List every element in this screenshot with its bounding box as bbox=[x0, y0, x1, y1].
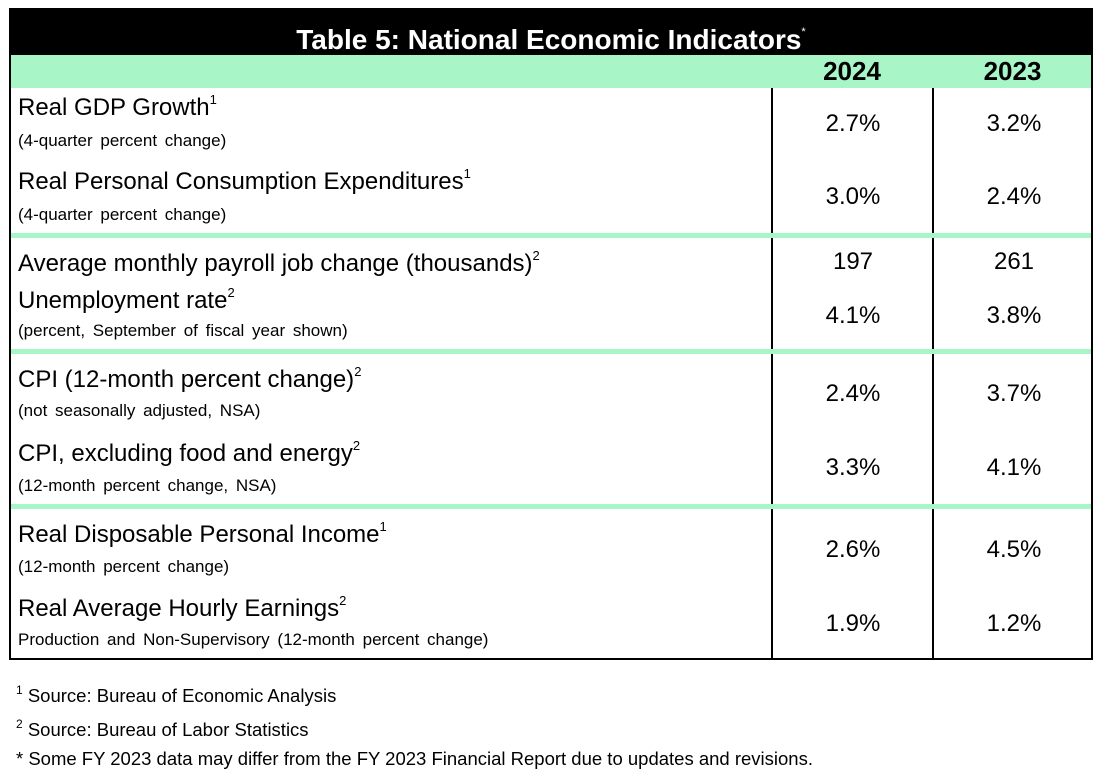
row-sublabel: (4-quarter percent change) bbox=[18, 131, 227, 150]
row-label-payroll-job-change: Average monthly payroll job change (thou… bbox=[18, 248, 540, 277]
row-sublabel: (12-month percent change) bbox=[18, 557, 230, 576]
footnote-revisions: * Some FY 2023 data may differ from the … bbox=[16, 748, 813, 769]
footnote-2: 2 Source: Bureau of Labor Statistics bbox=[16, 717, 309, 740]
column-header-row: 2024 2023 bbox=[11, 55, 1091, 88]
value-cpi-2024: 2.4% bbox=[825, 380, 881, 407]
value-pce-2023: 2.4% bbox=[986, 183, 1042, 210]
footnotes: 1 Source: Bureau of Economic Analysis 2 … bbox=[16, 676, 813, 773]
column-header-2023: 2023 bbox=[983, 56, 1042, 86]
column-header-2024: 2024 bbox=[823, 56, 881, 86]
value-hourly-earnings-2024: 1.9% bbox=[825, 610, 881, 637]
row-label-real-hourly-earnings: Real Average Hourly Earnings2 bbox=[18, 593, 347, 622]
table-title: Table 5: National Economic Indicators* bbox=[11, 10, 1091, 55]
value-hourly-earnings-2023: 1.2% bbox=[986, 610, 1042, 637]
column-divider bbox=[932, 88, 934, 658]
value-unemployment-2024: 4.1% bbox=[825, 302, 881, 329]
value-payroll-2024: 197 bbox=[832, 248, 874, 275]
value-cpi-2023: 3.7% bbox=[986, 380, 1042, 407]
row-sublabel: (12-month percent change, NSA) bbox=[18, 476, 277, 495]
row-sublabel: Production and Non-Supervisory (12-month… bbox=[18, 630, 489, 649]
row-label-real-pce: Real Personal Consumption Expenditures1 bbox=[18, 166, 471, 195]
economic-indicators-table: Table 5: National Economic Indicators* 2… bbox=[9, 8, 1093, 660]
footnote-1: 1 Source: Bureau of Economic Analysis bbox=[16, 683, 337, 706]
value-core-cpi-2024: 3.3% bbox=[825, 454, 881, 481]
row-sublabel: (not seasonally adjusted, NSA) bbox=[18, 401, 261, 420]
group-separator bbox=[11, 233, 1091, 238]
group-separator bbox=[11, 349, 1091, 354]
row-label-core-cpi: CPI, excluding food and energy2 bbox=[18, 438, 361, 467]
value-gdp-2023: 3.2% bbox=[986, 110, 1042, 137]
row-label-real-gdp-growth: Real GDP Growth1 bbox=[18, 92, 217, 121]
row-sublabel: (4-quarter percent change) bbox=[18, 205, 227, 224]
value-pce-2024: 3.0% bbox=[825, 183, 881, 210]
title-footnote-mark: * bbox=[801, 26, 806, 38]
value-core-cpi-2023: 4.1% bbox=[986, 454, 1042, 481]
group-separator bbox=[11, 504, 1091, 509]
column-divider bbox=[771, 88, 773, 658]
row-sublabel: (percent, September of fiscal year shown… bbox=[18, 321, 348, 340]
value-unemployment-2023: 3.8% bbox=[986, 302, 1042, 329]
table-title-text: Table 5: National Economic Indicators bbox=[296, 24, 802, 55]
value-disposable-income-2023: 4.5% bbox=[986, 536, 1042, 563]
row-label-real-disposable-income: Real Disposable Personal Income1 bbox=[18, 519, 387, 548]
value-gdp-2024: 2.7% bbox=[825, 110, 881, 137]
value-payroll-2023: 261 bbox=[993, 248, 1035, 275]
row-label-cpi: CPI (12-month percent change)2 bbox=[18, 364, 362, 393]
row-label-unemployment-rate: Unemployment rate2 bbox=[18, 285, 235, 314]
value-disposable-income-2024: 2.6% bbox=[825, 536, 881, 563]
